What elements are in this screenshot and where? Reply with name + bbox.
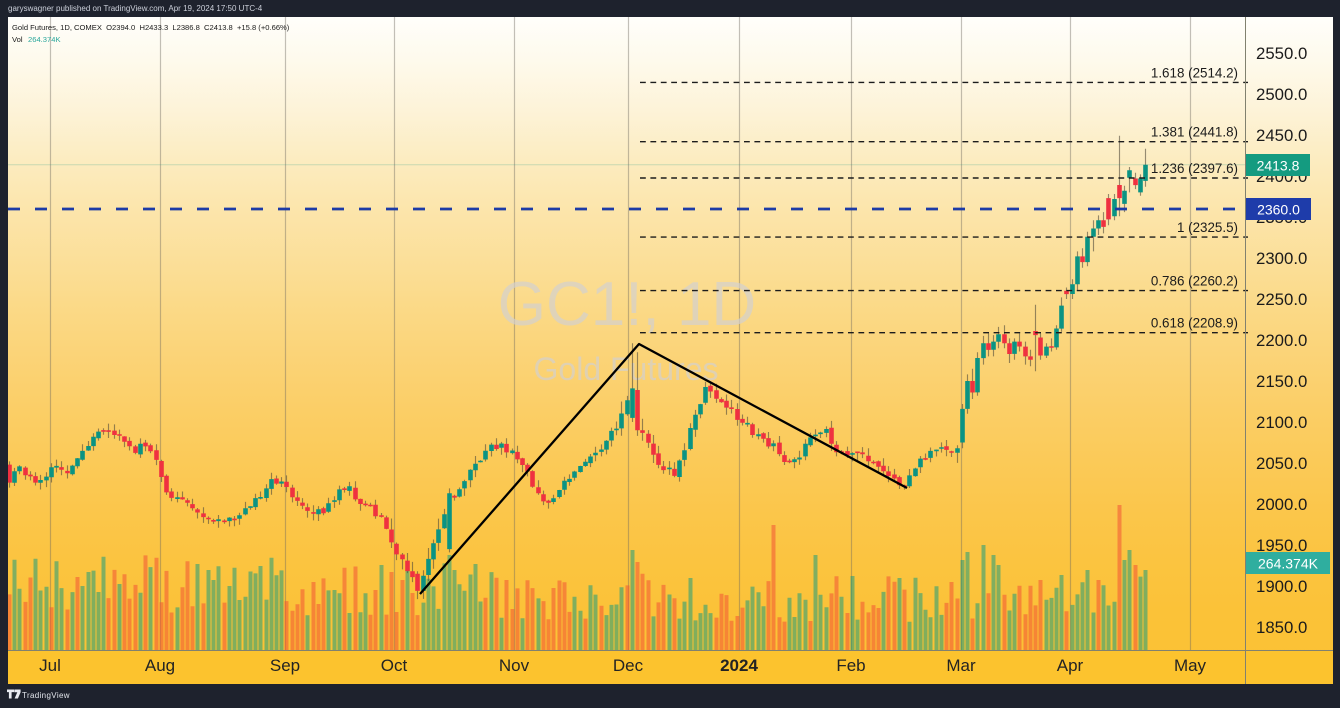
svg-text:Dec: Dec <box>613 656 644 675</box>
svg-text:2024: 2024 <box>720 656 758 675</box>
svg-text:1900.0: 1900.0 <box>1256 577 1307 596</box>
svg-text:0.786 (2260.2): 0.786 (2260.2) <box>1151 274 1238 289</box>
svg-text:May: May <box>1174 656 1207 675</box>
svg-text:2100.0: 2100.0 <box>1256 413 1307 432</box>
svg-text:Feb: Feb <box>836 656 865 675</box>
svg-text:2250.0: 2250.0 <box>1256 290 1307 309</box>
svg-text:1950.0: 1950.0 <box>1256 536 1307 555</box>
svg-text:264.374K: 264.374K <box>28 35 61 44</box>
svg-text:0.618 (2208.9): 0.618 (2208.9) <box>1151 316 1238 331</box>
svg-text:2000.0: 2000.0 <box>1256 495 1307 514</box>
svg-text:1.236 (2397.6): 1.236 (2397.6) <box>1151 161 1238 176</box>
svg-text:2150.0: 2150.0 <box>1256 372 1307 391</box>
svg-text:Oct: Oct <box>381 656 408 675</box>
svg-text:Jul: Jul <box>39 656 61 675</box>
svg-text:2413.8: 2413.8 <box>1257 158 1300 174</box>
svg-text:Mar: Mar <box>946 656 976 675</box>
svg-text:Apr: Apr <box>1057 656 1084 675</box>
svg-text:Aug: Aug <box>145 656 175 675</box>
svg-text:Gold Futures: Gold Futures <box>534 351 719 387</box>
svg-text:1 (2325.5): 1 (2325.5) <box>1177 220 1238 235</box>
svg-text:1.381 (2441.8): 1.381 (2441.8) <box>1151 125 1238 140</box>
svg-text:1.618 (2514.2): 1.618 (2514.2) <box>1151 65 1238 80</box>
svg-text:GC1!, 1D: GC1!, 1D <box>498 270 756 339</box>
svg-text:2050.0: 2050.0 <box>1256 454 1307 473</box>
svg-text:Nov: Nov <box>499 656 530 675</box>
svg-text:Vol: Vol <box>12 35 23 44</box>
svg-text:1850.0: 1850.0 <box>1256 618 1307 637</box>
svg-text:264.374K: 264.374K <box>1258 556 1319 572</box>
svg-text:2360.0: 2360.0 <box>1257 202 1300 218</box>
svg-text:Sep: Sep <box>270 656 300 675</box>
svg-text:2450.0: 2450.0 <box>1256 126 1307 145</box>
svg-text:2200.0: 2200.0 <box>1256 331 1307 350</box>
svg-text:2550.0: 2550.0 <box>1256 44 1307 63</box>
svg-text:Gold Futures, 1D, COMEX O2394: Gold Futures, 1D, COMEX O2394.0 H2433.3 … <box>12 23 290 32</box>
svg-text:2300.0: 2300.0 <box>1256 249 1307 268</box>
svg-text:2500.0: 2500.0 <box>1256 85 1307 104</box>
